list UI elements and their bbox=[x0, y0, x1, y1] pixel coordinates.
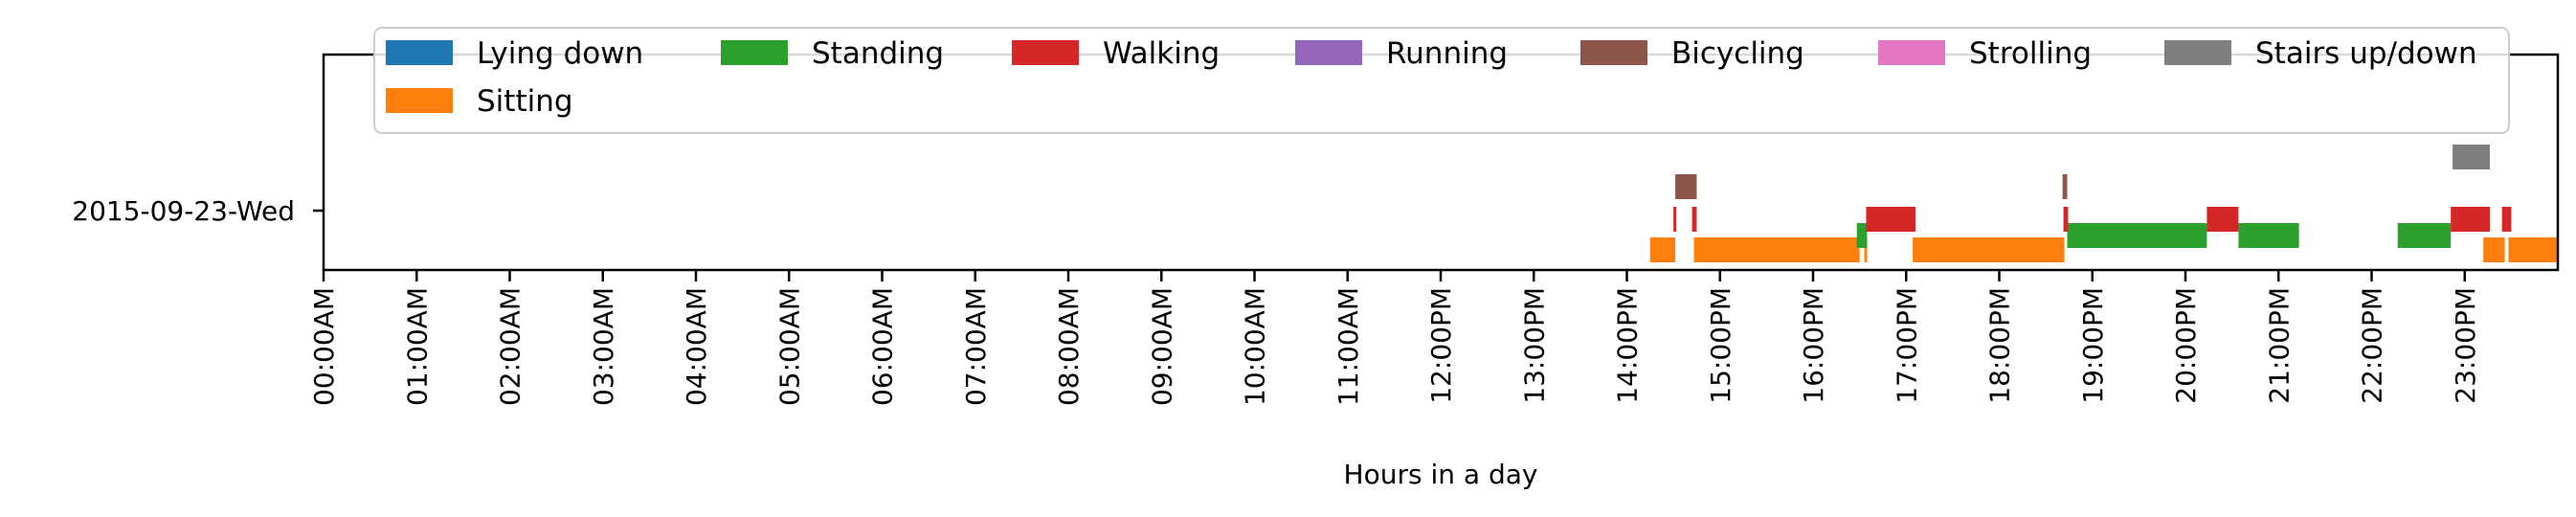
activity-bar-bicycling-1 bbox=[2062, 174, 2068, 199]
x-tick-label: 03:00AM bbox=[588, 287, 619, 406]
activity-bar-sitting-4 bbox=[2483, 237, 2505, 262]
x-tick-label: 08:00AM bbox=[1053, 287, 1085, 406]
x-tick-label: 04:00AM bbox=[681, 287, 712, 406]
x-tick-label: 16:00PM bbox=[1798, 287, 1829, 404]
activity-bar-sitting-1 bbox=[1693, 237, 1860, 262]
legend-label-sitting: Sitting bbox=[477, 84, 573, 119]
activity-bar-walking-6 bbox=[2501, 207, 2512, 232]
activity-bar-sitting-0 bbox=[1649, 237, 1676, 262]
activity-bar-bicycling-0 bbox=[1675, 174, 1697, 199]
day-row-label: 2015-09-23-Wed bbox=[72, 195, 295, 227]
x-tick-label: 05:00AM bbox=[773, 287, 805, 406]
activity-bar-sitting-5 bbox=[2508, 237, 2558, 262]
x-tick-label: 15:00PM bbox=[1705, 287, 1736, 404]
legend-label-strolling: Strolling bbox=[1969, 36, 2092, 71]
activity-bars bbox=[1649, 145, 2558, 262]
x-tick-label: 12:00PM bbox=[1425, 287, 1457, 404]
activity-bar-stairs-up-down-0 bbox=[2453, 145, 2491, 169]
legend: Lying down Sitting Standing Walking Running B… bbox=[373, 27, 2510, 134]
activity-bar-standing-0 bbox=[1856, 223, 1868, 248]
x-tick-label: 17:00PM bbox=[1891, 287, 1922, 404]
x-axis-ticks: 00:00AM 01:00AM 02:00AM 03:00AM 04:00AM 05:00… bbox=[308, 270, 2481, 406]
x-tick-label: 20:00PM bbox=[2170, 287, 2202, 404]
x-tick-label: 01:00AM bbox=[401, 287, 433, 406]
x-tick-label: 23:00PM bbox=[2450, 287, 2481, 404]
legend-label-standing: Standing bbox=[812, 36, 944, 71]
legend-swatch-strolling bbox=[1878, 40, 1945, 65]
activity-bar-standing-2 bbox=[2238, 223, 2299, 248]
x-tick-label: 00:00AM bbox=[308, 287, 340, 406]
x-tick-label: 06:00AM bbox=[867, 287, 899, 406]
x-tick-label: 13:00PM bbox=[1518, 287, 1550, 404]
x-tick-label: 02:00AM bbox=[495, 287, 526, 406]
activity-bar-walking-3 bbox=[2063, 207, 2069, 232]
activity-bar-walking-1 bbox=[1691, 207, 1697, 232]
activity-bar-standing-3 bbox=[2397, 223, 2452, 248]
activity-bar-standing-1 bbox=[2067, 223, 2207, 248]
x-tick-label: 18:00PM bbox=[1984, 287, 2016, 404]
activity-bar-walking-0 bbox=[1673, 207, 1677, 232]
legend-swatch-bicycling bbox=[1580, 40, 1647, 65]
legend-swatch-lying-down bbox=[386, 40, 453, 65]
activity-bar-sitting-2 bbox=[1864, 237, 1868, 262]
x-tick-label: 19:00PM bbox=[2077, 287, 2109, 404]
x-tick-label: 11:00AM bbox=[1333, 287, 1364, 406]
legend-swatch-stairs-up-down bbox=[2164, 40, 2231, 65]
legend-label-bicycling: Bicycling bbox=[1671, 36, 1804, 71]
legend-frame bbox=[373, 27, 2510, 134]
legend-swatch-walking bbox=[1012, 40, 1079, 65]
x-tick-label: 21:00PM bbox=[2263, 287, 2295, 404]
x-tick-label: 14:00PM bbox=[1612, 287, 1644, 404]
legend-label-walking: Walking bbox=[1103, 36, 1220, 71]
legend-label-lying-down: Lying down bbox=[477, 36, 643, 71]
activity-bar-walking-5 bbox=[2451, 207, 2491, 232]
x-tick-label: 09:00AM bbox=[1146, 287, 1177, 406]
legend-swatch-sitting bbox=[386, 88, 453, 113]
x-tick-label: 10:00AM bbox=[1240, 287, 1271, 406]
activity-bar-walking-4 bbox=[2206, 207, 2239, 232]
legend-swatch-running bbox=[1295, 40, 1362, 65]
activity-bar-walking-2 bbox=[1866, 207, 1915, 232]
x-tick-label: 22:00PM bbox=[2357, 287, 2388, 404]
x-axis-label: Hours in a day bbox=[1344, 459, 1538, 490]
x-tick-label: 07:00AM bbox=[960, 287, 992, 406]
activity-bar-sitting-3 bbox=[1913, 237, 2065, 262]
legend-label-stairs-up-down: Stairs up/down bbox=[2255, 36, 2477, 71]
legend-swatch-standing bbox=[721, 40, 788, 65]
legend-label-running: Running bbox=[1386, 36, 1508, 71]
